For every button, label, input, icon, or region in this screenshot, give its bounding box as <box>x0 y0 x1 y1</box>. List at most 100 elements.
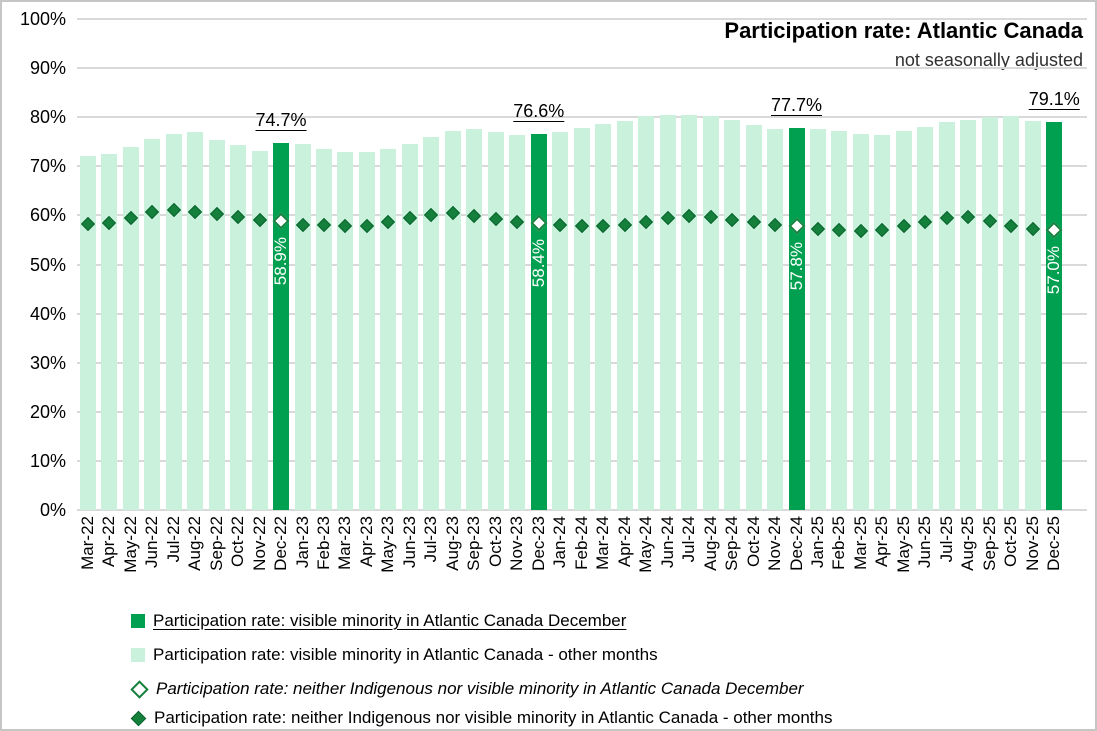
bar-Apr-24 <box>616 120 633 510</box>
bar-Mar-23 <box>337 152 354 510</box>
bar-Apr-22 <box>101 153 118 510</box>
x-axis-tick-label: Dec-23 <box>528 516 548 571</box>
x-axis-tick-label: Jun-24 <box>657 516 677 568</box>
december-bar-label-Dec-24: 77.7% <box>770 95 823 116</box>
bar-May-25 <box>895 130 912 510</box>
x-axis-tick-label: May-25 <box>893 516 913 573</box>
x-axis-tick-label: Feb-25 <box>829 516 849 570</box>
x-axis-tick-label: Jul-25 <box>936 516 956 563</box>
legend-item-square-other: Participation rate: visible minority in … <box>131 644 658 666</box>
bar-Nov-24 <box>767 129 784 510</box>
y-axis-tick-label: 50% <box>29 254 66 275</box>
bar-Oct-23 <box>487 131 504 510</box>
legend-item-square-december: Participation rate: visible minority in … <box>131 610 626 632</box>
bar-Nov-25 <box>1024 120 1041 510</box>
x-axis-tick-label: Oct-24 <box>743 516 763 568</box>
x-axis-tick-label: Jan-24 <box>550 516 570 568</box>
x-axis-tick-label: Mar-23 <box>335 516 355 570</box>
bar-May-23 <box>380 149 397 510</box>
x-axis-tick-label: Mar-25 <box>850 516 870 570</box>
x-axis-tick-label: Apr-22 <box>99 516 119 568</box>
bar-Jun-22 <box>144 138 161 510</box>
x-axis-tick-label: Feb-24 <box>571 516 591 570</box>
legend-item-label: Participation rate: neither Indigenous n… <box>154 708 833 727</box>
bar-Nov-23 <box>509 135 526 510</box>
bar-Sep-25 <box>981 116 998 510</box>
gridline-0% <box>77 509 1087 511</box>
x-axis-tick-label: May-24 <box>636 516 656 573</box>
bar-Sep-22 <box>208 139 225 510</box>
bar-Mar-25 <box>852 133 869 510</box>
x-axis-tick-label: Jun-23 <box>399 516 419 568</box>
y-axis-tick-label: 10% <box>29 450 66 471</box>
square-december-legend-marker-icon <box>131 614 145 628</box>
x-axis-tick-label: Oct-22 <box>228 516 248 568</box>
x-axis-tick-label: Feb-23 <box>314 516 333 570</box>
bar-Jan-25 <box>810 128 826 510</box>
x-axis-tick-label: Sep-24 <box>722 516 742 571</box>
x-axis-tick-label: Jul-24 <box>679 516 699 563</box>
legend-item-diamond-open: Participation rate: neither Indigenous n… <box>130 678 804 700</box>
x-axis-tick-label: Sep-22 <box>206 516 226 571</box>
december-bar-label-Dec-25: 79.1% <box>1028 88 1080 109</box>
legend-item-label: Participation rate: visible minority in … <box>153 645 658 664</box>
bar-Mar-22 <box>79 155 96 510</box>
x-axis-tick-label: Jul-23 <box>421 516 441 563</box>
x-axis-tick-label: Apr-24 <box>614 516 634 568</box>
x-axis-tick-label: Sep-23 <box>464 516 484 571</box>
bar-Aug-22 <box>187 131 204 510</box>
x-axis-tick-label: Aug-23 <box>442 516 462 571</box>
legend-item-label: Participation rate: neither Indigenous n… <box>156 679 804 698</box>
bar-Jun-24 <box>659 115 676 510</box>
x-axis-tick-label: Mar-22 <box>77 516 97 570</box>
y-axis-tick-label: 0% <box>39 500 66 520</box>
x-axis-tick-label: Sep-25 <box>979 516 999 571</box>
bar-Dec-22 <box>273 143 290 510</box>
december-diamond-label-Dec-23: 58.4% <box>528 239 548 288</box>
y-axis-tick-label: 30% <box>29 352 66 373</box>
x-axis-tick-label: Aug-25 <box>958 516 978 571</box>
december-diamond-label-Dec-24: 57.8% <box>786 242 806 291</box>
diamond-open-legend-marker-icon <box>130 679 149 699</box>
december-bar-label-Dec-22: 74.7% <box>255 110 307 131</box>
x-axis-tick-label: Jul-22 <box>163 516 183 563</box>
y-axis-tick-label: 40% <box>29 303 66 324</box>
december-diamond-label-Dec-22: 58.9% <box>271 236 291 285</box>
bar-Oct-25 <box>1003 115 1020 510</box>
x-axis-tick-label: Dec-22 <box>271 516 291 571</box>
x-axis-tick-label: Oct-23 <box>485 516 505 568</box>
x-axis-tick-label: Nov-25 <box>1022 516 1042 571</box>
bar-May-24 <box>638 116 655 510</box>
y-axis-tick-label: 60% <box>29 205 66 226</box>
bar-Jul-25 <box>938 121 955 510</box>
chart-title: Participation rate: Atlantic Canada <box>724 18 1083 43</box>
bar-Oct-24 <box>745 125 762 510</box>
diamond-filled-legend-marker-icon <box>130 710 147 726</box>
bar-Nov-22 <box>251 150 268 510</box>
bar-Sep-24 <box>724 119 741 510</box>
december-bar-label-Dec-23: 76.6% <box>513 100 565 121</box>
bar-Jun-23 <box>401 143 418 510</box>
x-axis-tick-label: Jan-23 <box>292 516 312 568</box>
bar-Dec-25 <box>1046 121 1063 510</box>
x-axis-tick-label: Oct-25 <box>1001 516 1021 568</box>
x-axis-tick-label: Jan-25 <box>808 516 827 568</box>
x-axis-tick-label: Dec-24 <box>786 516 806 571</box>
x-axis-tick-label: Apr-25 <box>872 516 892 568</box>
square-other-legend-marker-icon <box>131 648 145 662</box>
bar-Feb-25 <box>831 130 848 510</box>
bar-Oct-22 <box>230 144 247 510</box>
bar-Feb-23 <box>316 148 332 510</box>
gridline-90% <box>77 67 1087 70</box>
bar-Apr-25 <box>874 135 891 510</box>
y-axis-tick-label: 80% <box>29 107 66 128</box>
x-axis-tick-label: May-23 <box>378 516 398 573</box>
bar-Jun-25 <box>917 127 934 510</box>
bar-Feb-24 <box>573 128 590 510</box>
y-axis-tick-label: 70% <box>29 156 66 177</box>
bar-Jul-22 <box>165 134 182 510</box>
legend-item-diamond-filled: Participation rate: neither Indigenous n… <box>130 707 833 729</box>
legend-item-label: Participation rate: visible minority in … <box>153 611 627 630</box>
x-axis-tick-label: May-22 <box>120 516 140 573</box>
